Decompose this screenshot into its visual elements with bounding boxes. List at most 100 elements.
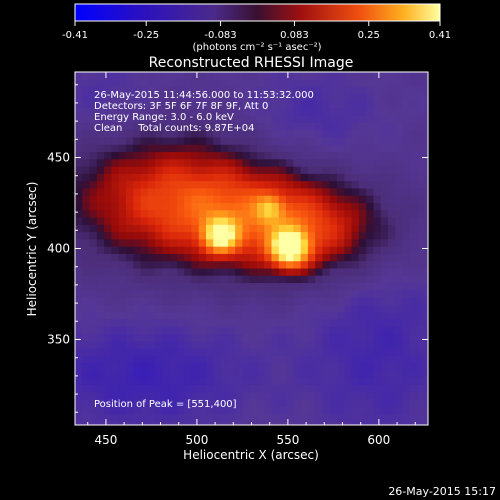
heatmap-cell <box>155 130 163 139</box>
heatmap-cell <box>322 217 331 226</box>
heatmap-cell <box>111 421 120 425</box>
heatmap-cell <box>104 341 112 350</box>
heatmap-cell <box>344 224 353 233</box>
heatmap-cell <box>402 93 411 102</box>
heatmap-cell <box>351 152 360 160</box>
heatmap-cell <box>75 334 83 342</box>
heatmap-cell <box>278 93 287 102</box>
heatmap-cell <box>417 210 425 219</box>
heatmap-cell <box>278 137 287 146</box>
heatmap-cell <box>424 130 428 139</box>
heatmap-cell <box>220 283 229 291</box>
heatmap-cell <box>417 414 425 422</box>
heatmap-cell <box>75 86 83 95</box>
heatmap-cell <box>147 166 156 175</box>
heatmap-cell <box>286 261 294 270</box>
heatmap-cell <box>111 370 120 379</box>
heatmap-cell <box>387 203 396 211</box>
heatmap-cell <box>373 246 382 255</box>
heatmap-cell <box>169 181 178 190</box>
heatmap-cell <box>249 159 258 168</box>
heatmap-cell <box>329 421 338 425</box>
heatmap-cell <box>140 122 149 131</box>
heatmap-cell <box>409 283 418 291</box>
heatmap-cell <box>82 355 91 364</box>
heatmap-cell <box>293 195 302 204</box>
heatmap-cell <box>140 101 149 109</box>
heatmap-cell <box>82 144 91 153</box>
heatmap-cell <box>118 130 127 139</box>
heatmap-cell <box>133 203 142 211</box>
heatmap-cell <box>278 268 287 277</box>
heatmap-cell <box>344 203 353 211</box>
heatmap-cell <box>256 290 265 299</box>
heatmap-cell <box>227 253 236 262</box>
heatmap-cell <box>395 144 404 153</box>
heatmap-cell <box>242 173 251 182</box>
heatmap-cell <box>293 166 302 175</box>
heatmap-cell <box>271 72 280 80</box>
heatmap-cell <box>315 137 324 146</box>
heatmap-cell <box>176 173 185 182</box>
heatmap-cell <box>256 239 265 248</box>
heatmap-cell <box>249 261 258 270</box>
heatmap-cell <box>191 370 200 379</box>
heatmap-cell <box>133 275 142 284</box>
heatmap-cell <box>387 283 396 291</box>
heatmap-cell <box>329 363 338 372</box>
heatmap-cell <box>256 159 265 168</box>
heatmap-cell <box>75 122 83 131</box>
heatmap-cell <box>337 334 345 342</box>
heatmap-cell <box>271 275 280 284</box>
y-tick-label: 400 <box>47 242 70 256</box>
heatmap-cell <box>358 195 367 204</box>
heatmap-cell <box>366 108 375 117</box>
heatmap-cell <box>118 144 127 153</box>
heatmap-cell <box>366 363 375 372</box>
heatmap-cell <box>409 72 418 80</box>
heatmap-cell <box>402 108 411 117</box>
heatmap-cell <box>344 406 353 415</box>
heatmap-cell <box>140 370 149 379</box>
heatmap-cell <box>147 130 156 139</box>
heatmap-cell <box>293 421 302 425</box>
heatmap-cell <box>307 115 316 124</box>
heatmap-cell <box>322 239 331 248</box>
heatmap-cell <box>293 122 302 131</box>
heatmap-cell <box>176 115 185 124</box>
heatmap-cell <box>424 188 428 197</box>
heatmap-cell <box>155 79 163 88</box>
heatmap-cell <box>373 115 382 124</box>
heatmap-cell <box>329 275 338 284</box>
heatmap-cell <box>366 181 375 190</box>
heatmap-cell <box>227 203 236 211</box>
heatmap-cell <box>307 210 316 219</box>
heatmap-cell <box>104 93 112 102</box>
colorbar-ticks: -0.41 -0.25 -0.083 0.083 0.25 0.41 <box>62 21 451 41</box>
heatmap-cell <box>111 93 120 102</box>
heatmap-cell <box>89 297 98 306</box>
heatmap-cell <box>366 348 375 357</box>
heatmap-cell <box>344 399 353 408</box>
heatmap-cell <box>213 297 222 306</box>
heatmap-cell <box>271 181 280 190</box>
heatmap-cell <box>322 312 331 321</box>
heatmap-cell <box>387 137 396 146</box>
heatmap-cell <box>271 93 280 102</box>
heatmap-cell <box>213 421 222 425</box>
heatmap-cell <box>293 253 302 262</box>
heatmap-cell <box>329 246 338 255</box>
heatmap-cell <box>220 203 229 211</box>
heatmap-cell <box>249 203 258 211</box>
heatmap-cell <box>125 392 134 401</box>
heatmap-cell <box>89 370 98 379</box>
heatmap-cell <box>366 377 375 386</box>
heatmap-cell <box>206 217 214 226</box>
heatmap-cell <box>176 224 185 233</box>
heatmap-cell <box>75 297 83 306</box>
heatmap-cell <box>147 195 156 204</box>
heatmap-cell <box>300 93 309 102</box>
heatmap-cell <box>147 152 156 160</box>
heatmap-cell <box>307 384 316 393</box>
